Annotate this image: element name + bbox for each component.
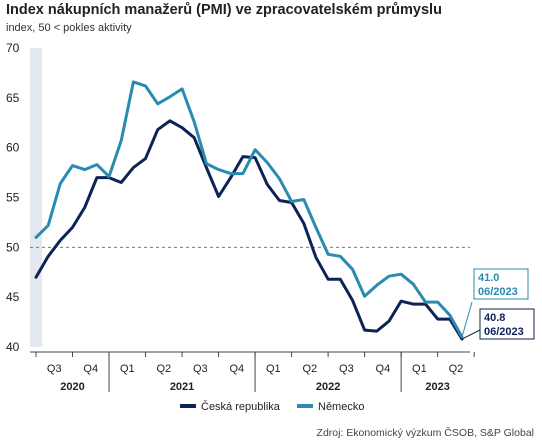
y-tick-label: 65 (6, 91, 20, 105)
chart-subtitle: index, 50 < pokles aktivity (6, 22, 132, 34)
y-tick-label: 45 (6, 290, 20, 304)
x-tick-label: Q3 (47, 363, 62, 375)
year-label: 2023 (425, 381, 449, 393)
legend-label-cz: Česká republika (201, 400, 281, 413)
x-tick-label: Q4 (229, 363, 244, 375)
y-tick-label: 70 (6, 41, 20, 55)
x-tick-label: Q2 (303, 363, 318, 375)
annotation-box-de (473, 268, 529, 300)
x-tick-label: Q2 (156, 363, 171, 375)
year-label: 2022 (316, 381, 340, 393)
y-tick-label: 50 (6, 240, 20, 254)
annotation-box-cz (479, 308, 535, 340)
y-tick-label: 40 (6, 340, 20, 354)
annotation-leader-cz (461, 329, 481, 340)
series-line-de (34, 80, 464, 339)
annotation-leader-de (461, 301, 473, 338)
series-line-cz (34, 119, 464, 341)
x-tick-label: Q1 (120, 363, 135, 375)
annotation-date-de: 06/2023 (478, 286, 518, 298)
annotation-date-cz: 06/2023 (484, 326, 524, 338)
x-tick-label: Q4 (376, 363, 391, 375)
annotation-value-de: 41.0 (478, 272, 499, 284)
x-tick-label: Q3 (193, 363, 208, 375)
shaded-band (30, 48, 42, 347)
x-tick-label: Q1 (266, 363, 281, 375)
x-tick-label: Q1 (412, 363, 427, 375)
year-label: 2021 (170, 381, 194, 393)
x-tick-label: Q2 (449, 363, 464, 375)
annotation-value-cz: 40.8 (484, 312, 505, 324)
legend-label-de: Německo (318, 401, 364, 413)
source-note: Zdroj: Ekonomický výzkum ČSOB, S&P Globa… (316, 427, 534, 439)
y-tick-label: 60 (6, 141, 20, 155)
chart-title: Index nákupních manažerů (PMI) ve zpraco… (6, 2, 442, 18)
x-tick-label: Q3 (339, 363, 354, 375)
y-tick-label: 55 (6, 191, 20, 205)
year-label: 2020 (60, 381, 84, 393)
x-tick-label: Q4 (83, 363, 98, 375)
